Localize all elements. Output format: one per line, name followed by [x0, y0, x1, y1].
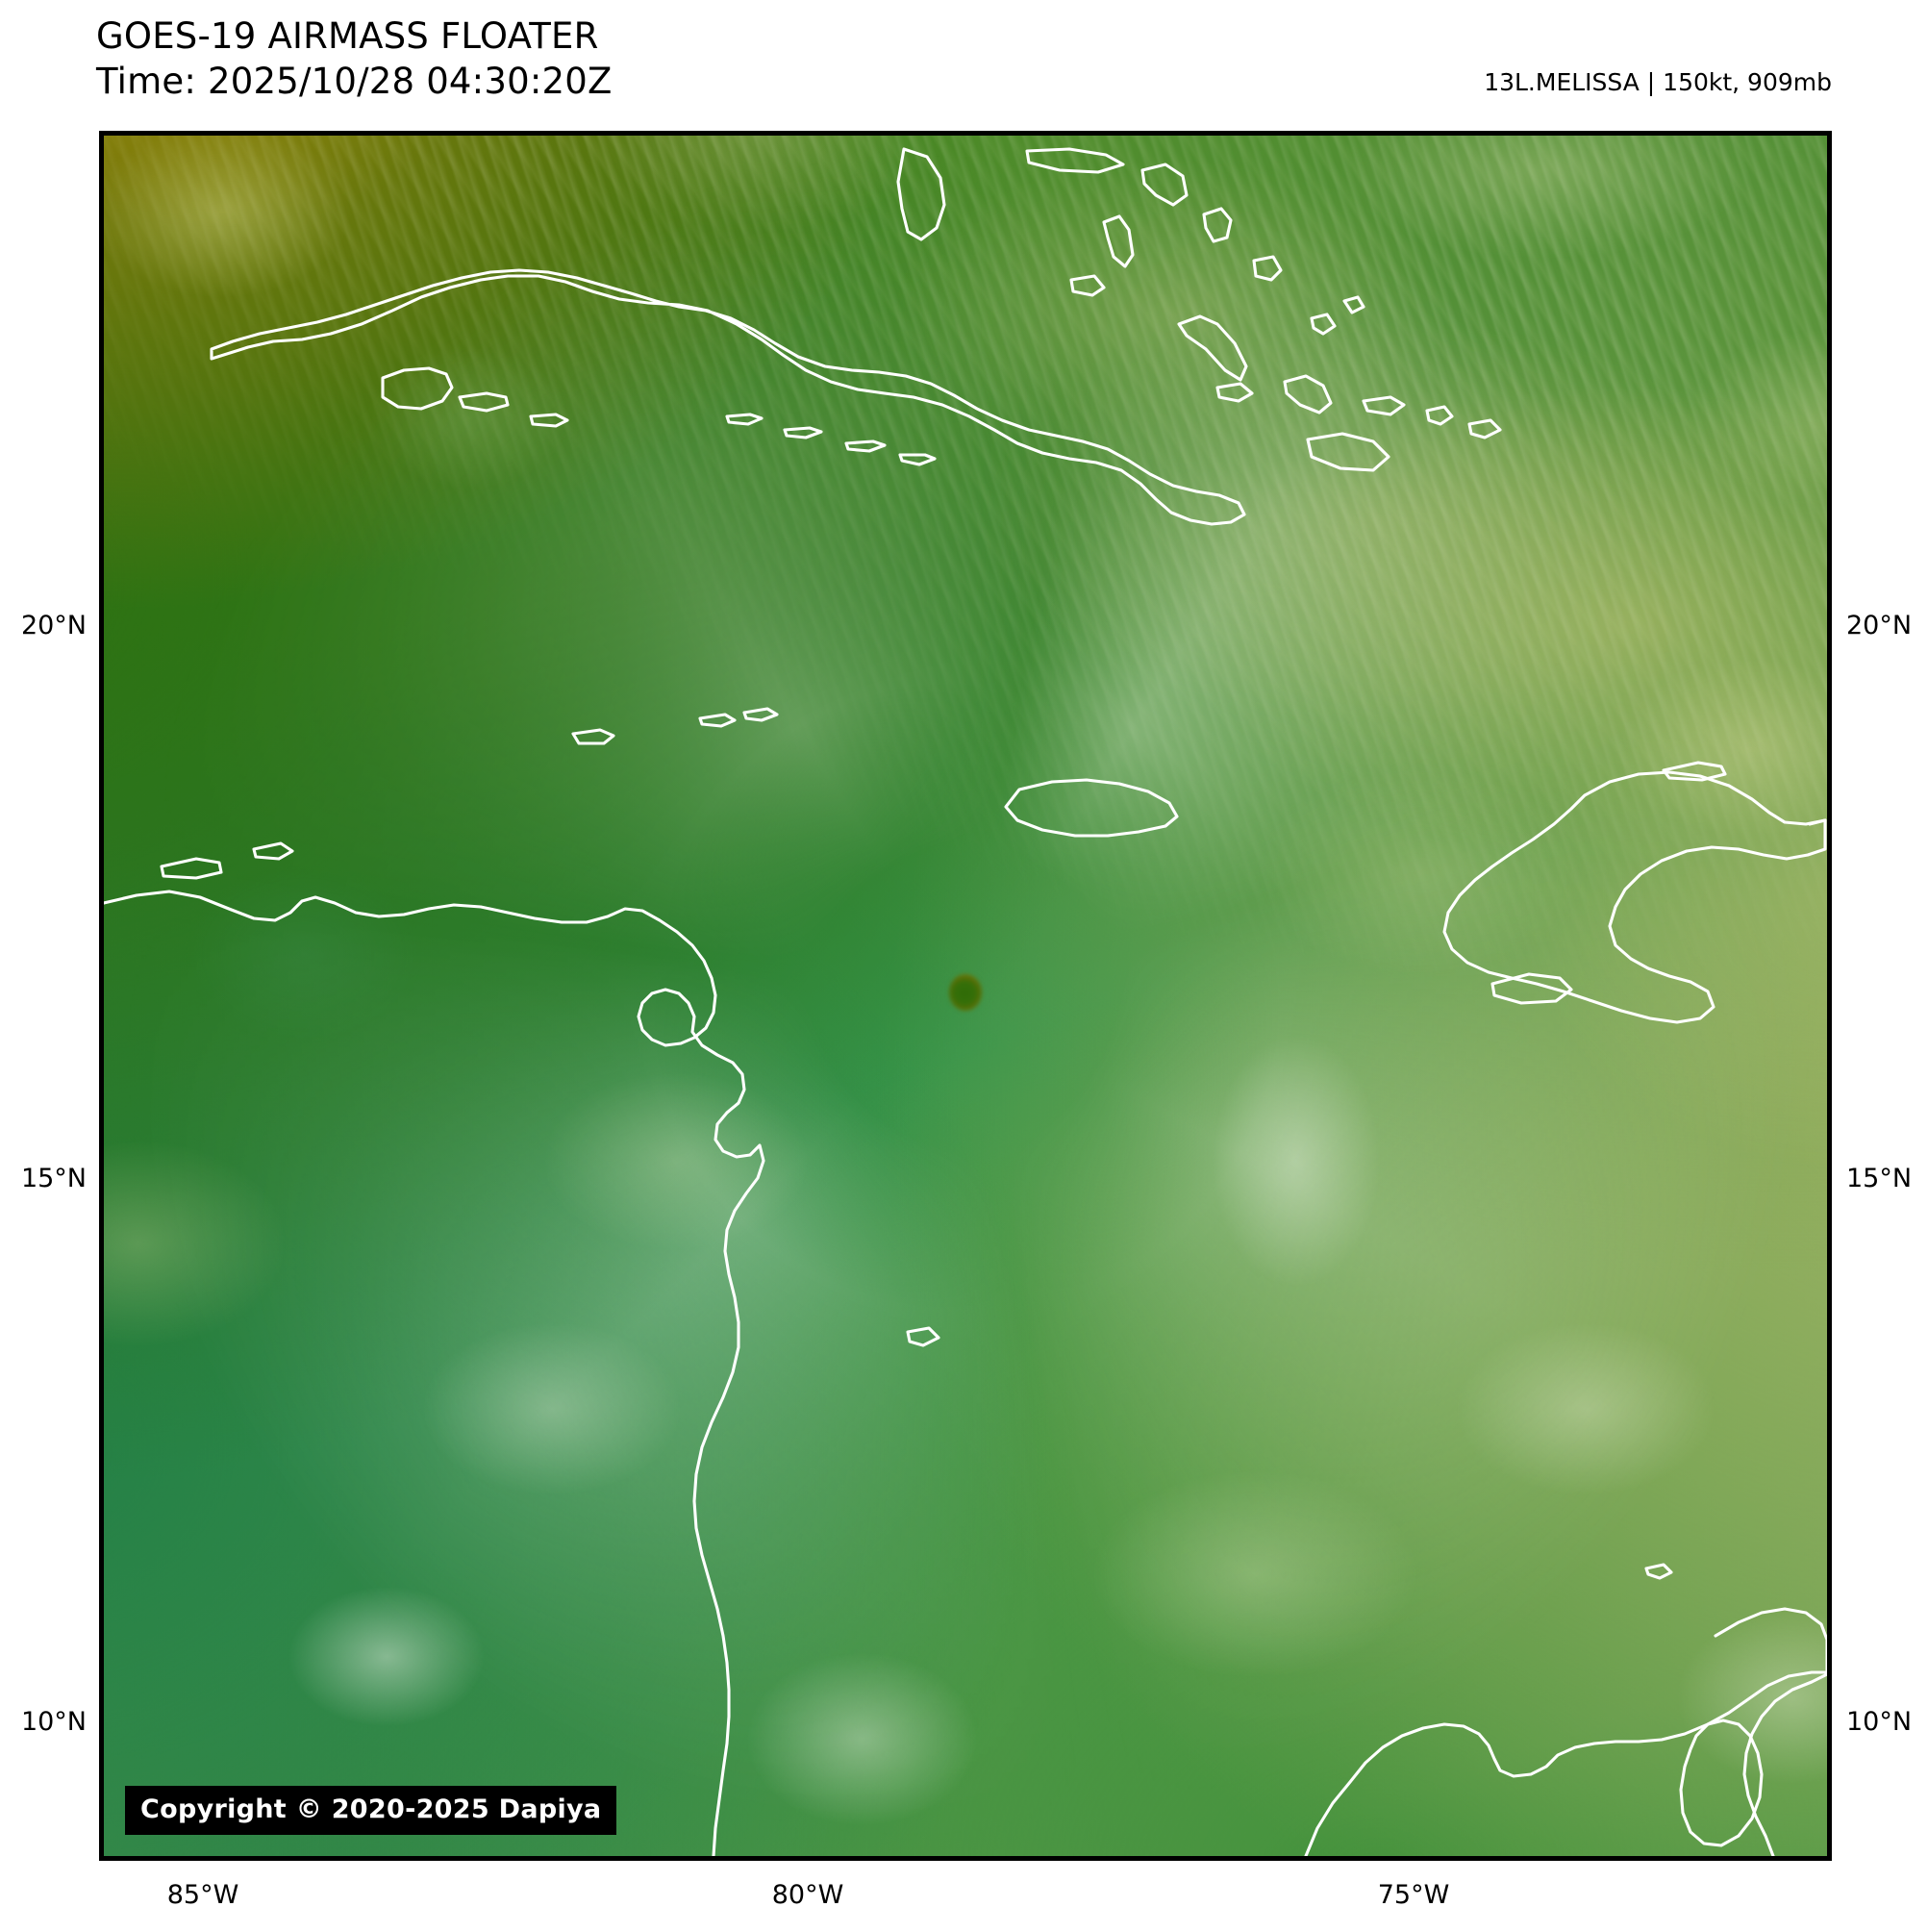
coastline-bahamas-t3 [1310, 313, 1337, 336]
coastline-cays-2 [529, 413, 569, 428]
coastline-maracaibo-lake [1679, 1719, 1764, 1847]
coastline-bahamas-grandbahama [1025, 147, 1125, 174]
lat-label-left-10n: 10°N [20, 1707, 87, 1737]
coastline-jamaica [1004, 778, 1179, 838]
coastline-cay-providencia [906, 1326, 940, 1347]
coastline-gonave [1490, 972, 1573, 1005]
coastline-guajira-maracaibo [1714, 1607, 1827, 1856]
coastline-cays-1 [458, 391, 510, 413]
coastline-bahamas-sansal [1252, 255, 1283, 282]
coastline-bahamas-eleuthera [1102, 214, 1135, 268]
hurricane-eye [949, 973, 982, 1011]
coastline-cay-n1 [725, 413, 764, 426]
coastline-central-america [104, 890, 765, 1856]
lat-label-right-20n: 20°N [1846, 611, 1913, 640]
lon-label-85w: 85°W [166, 1880, 239, 1910]
lat-label-right-15n: 15°N [1846, 1164, 1913, 1193]
coastline-bahamas-long [1177, 314, 1248, 382]
coastline-bahamas-inagua [1306, 432, 1390, 472]
lon-label-80w: 80°W [771, 1880, 844, 1910]
coastline-little-cayman [742, 707, 779, 722]
satellite-image-frame[interactable]: Copyright © 2020-2025 Dapiya [99, 131, 1832, 1861]
timestamp-label: Time: 2025/10/28 04:30:20Z [96, 61, 613, 102]
coastline-isla-juventud [381, 366, 454, 411]
satellite-imagery [104, 136, 1827, 1856]
coastline-bahamas-t1 [1425, 405, 1454, 426]
coastline-bahamas-abaco [1140, 163, 1189, 207]
coastline-bahamas-ragged [1215, 382, 1254, 403]
coastline-tortuga [1662, 761, 1727, 782]
coastline-cay-n2 [783, 426, 823, 439]
coastline-cay-n4 [898, 453, 937, 466]
coastline-puerto-rico-edge [1808, 818, 1827, 826]
coastline-bahamas-crooked [1283, 374, 1333, 414]
coastline-bahamas-t4 [1342, 295, 1365, 314]
title-block: GOES-19 AIRMASS FLOATER Time: 2025/10/28… [96, 13, 613, 104]
coastline-cayman-brac [698, 713, 737, 728]
header: GOES-19 AIRMASS FLOATER Time: 2025/10/28… [0, 0, 1928, 130]
coastline-cay-n3 [844, 439, 887, 453]
coastline-bahamas-exuma [1069, 274, 1106, 297]
coastline-overlay [104, 147, 1827, 1856]
lat-label-left-15n: 15°N [20, 1164, 87, 1193]
coastline-bahamas-andros [896, 147, 946, 241]
coastline-bay-islands-1 [160, 857, 223, 880]
storm-info-label: 13L.MELISSA | 150kt, 909mb [1484, 68, 1832, 96]
copyright-banner: Copyright © 2020-2025 Dapiya [125, 1786, 617, 1835]
lon-label-75w: 75°W [1377, 1880, 1450, 1910]
coastline-hispaniola [1442, 770, 1827, 1024]
lat-label-left-20n: 20°N [20, 611, 87, 640]
page-title: GOES-19 AIRMASS FLOATER [96, 15, 599, 57]
coastline-bay-islands-2 [252, 841, 294, 861]
coastline-bahamas-mayaguana [1362, 395, 1406, 416]
coastline-cuba [210, 268, 1246, 526]
coastline-aruba-curacao [1644, 1563, 1673, 1580]
lat-label-right-10n: 10°N [1846, 1707, 1913, 1737]
coastline-south-america [1304, 1670, 1827, 1856]
coastline-bahamas-t2 [1467, 418, 1502, 439]
coastline-grand-cayman [571, 728, 615, 745]
coastline-bahamas-cat [1202, 207, 1233, 243]
